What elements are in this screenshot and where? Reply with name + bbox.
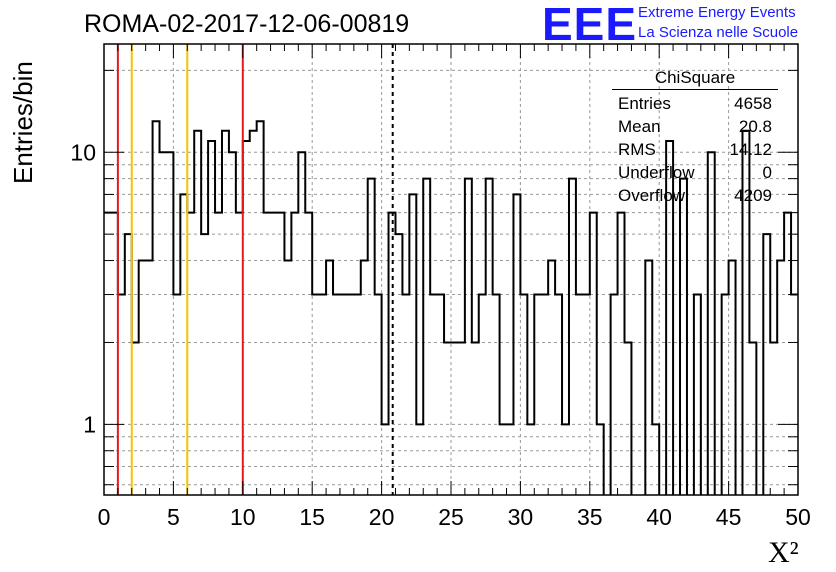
x-tick-label: 20	[369, 504, 395, 530]
x-tick-label: 30	[508, 504, 534, 530]
logo-line-2: La Scienza nelle Scuole	[638, 24, 799, 41]
y-tick-label: 10	[70, 139, 96, 165]
stats-value: 4209	[734, 186, 772, 205]
stats-label: Underflow	[618, 163, 695, 182]
stats-label: Entries	[618, 94, 671, 113]
x-tick-label: 40	[646, 504, 672, 530]
stats-value: 4658	[734, 94, 772, 113]
x-axis-label: X²	[768, 536, 799, 569]
stats-value: 14.12	[729, 140, 772, 159]
stats-row: RMS 14.12	[612, 138, 778, 161]
x-tick-label: 15	[299, 504, 325, 530]
stats-label: Overflow	[618, 186, 686, 205]
y-tick-label: 1	[83, 411, 96, 437]
stats-value: 20.8	[738, 117, 772, 136]
stats-row: Underflow 0	[612, 161, 778, 184]
stats-box: ChiSquare Entries 4658 Mean 20.8 RMS 14.12 …	[612, 68, 778, 207]
stats-row: Overflow 4209	[612, 184, 778, 207]
stats-title: ChiSquare	[612, 68, 778, 90]
eee-logo: EEE	[542, 0, 638, 50]
x-tick-label: 45	[716, 504, 742, 530]
page-title: ROMA-02-2017-12-06-00819	[84, 10, 410, 38]
stats-row: Mean 20.8	[612, 115, 778, 138]
y-axis-label: Entries/bin	[8, 61, 38, 184]
logo-line-1: Extreme Energy Events	[638, 4, 796, 21]
x-tick-label: 50	[785, 504, 811, 530]
x-tick-label: 10	[230, 504, 256, 530]
x-tick-label: 35	[577, 504, 603, 530]
x-tick-label: 5	[167, 504, 180, 530]
histogram-series	[104, 120, 798, 495]
x-tick-label: 25	[438, 504, 464, 530]
stats-label: Mean	[618, 117, 661, 136]
stats-row: Entries 4658	[612, 92, 778, 115]
stats-value: 0	[762, 163, 772, 182]
stats-label: RMS	[618, 140, 656, 159]
x-tick-label: 0	[98, 504, 111, 530]
